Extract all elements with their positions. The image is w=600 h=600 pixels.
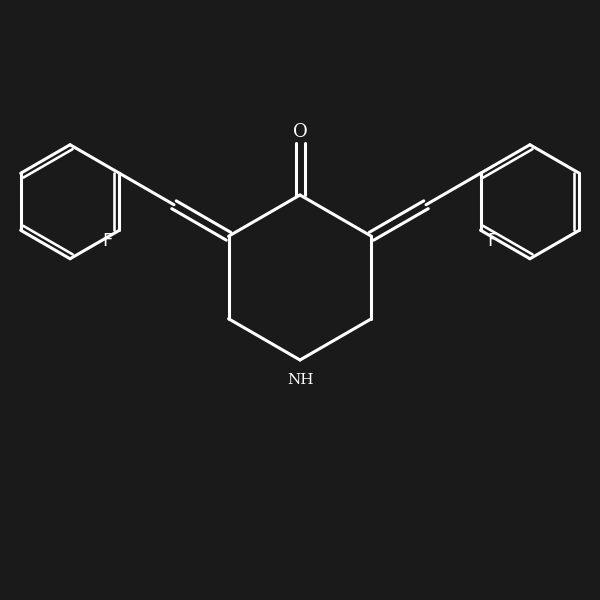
Text: F: F <box>103 232 113 250</box>
Text: O: O <box>293 123 307 141</box>
Text: F: F <box>487 232 497 250</box>
Text: NH: NH <box>287 373 313 388</box>
